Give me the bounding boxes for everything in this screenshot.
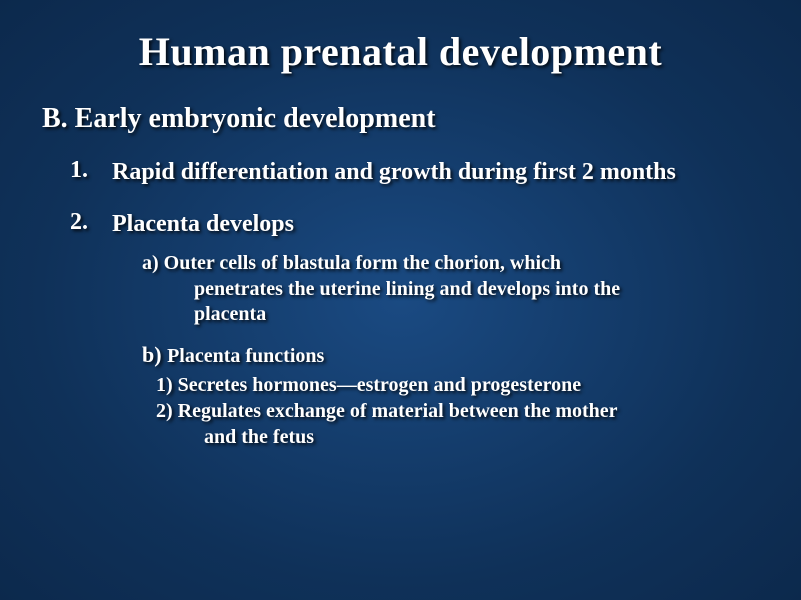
list-item-2: 2. Placenta develops — [42, 209, 759, 239]
sub-sub-2-cont: and the fetus — [156, 424, 759, 450]
sub-item-a: a) Outer cells of blastula form the chor… — [142, 251, 759, 328]
list-item-1: 1. Rapid differentiation and growth duri… — [42, 157, 759, 187]
sub-b-marker: b) — [142, 342, 162, 367]
sub-block: a) Outer cells of blastula form the chor… — [142, 251, 759, 450]
sub-a-lead: a) Outer cells of blastula form the chor… — [142, 252, 561, 274]
slide-title: Human prenatal development — [42, 28, 759, 75]
slide-container: Human prenatal development B. Early embr… — [0, 0, 801, 600]
sub-item-b: b) Placenta functions — [142, 342, 759, 368]
sub-b-heading: Placenta functions — [167, 345, 324, 367]
item-text: Placenta develops — [112, 209, 759, 239]
sub-sub-1: 1) Secretes hormones—estrogen and proges… — [142, 372, 759, 398]
item-number: 2. — [42, 209, 112, 239]
section-heading: B. Early embryonic development — [42, 103, 759, 135]
sub-a-cont2: placenta — [142, 302, 759, 328]
item-number: 1. — [42, 157, 112, 187]
sub-sub-2-lead: 2) Regulates exchange of material betwee… — [156, 400, 618, 422]
sub-a-cont1: penetrates the uterine lining and develo… — [142, 277, 759, 303]
item-text: Rapid differentiation and growth during … — [112, 157, 759, 187]
sub-sub-2: 2) Regulates exchange of material betwee… — [142, 398, 759, 450]
